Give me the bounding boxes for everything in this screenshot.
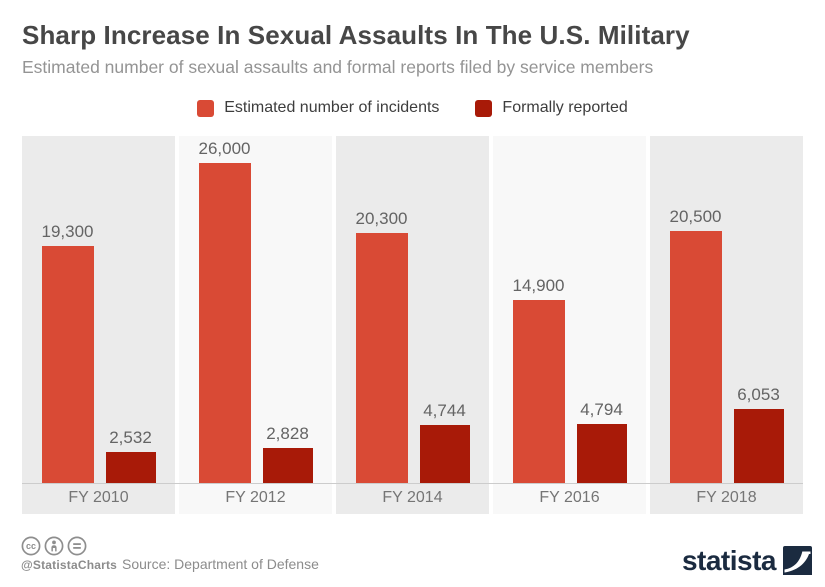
equals-icon [67, 536, 87, 556]
page-title: Sharp Increase In Sexual Assaults In The… [22, 20, 690, 50]
bar-value-label: 2,532 [109, 428, 152, 447]
bar-group: 26,000 2,828 [179, 136, 332, 483]
bar-estimated: 19,300 [41, 222, 94, 483]
bar-chart: 19,300 2,532 FY 2010 26,000 2,828 FY 2012 20,3… [22, 136, 803, 514]
category-label: FY 2016 [539, 489, 600, 506]
statista-logo-mark [783, 546, 812, 575]
legend-item-reported: Formally reported [475, 99, 628, 117]
bar-group: 14,900 4,794 [493, 136, 646, 483]
bar-value-label: 14,900 [512, 276, 565, 295]
bar-value-label: 2,828 [266, 424, 309, 443]
bar-group: 20,300 4,744 [336, 136, 489, 483]
category-label: FY 2018 [696, 489, 757, 506]
legend-swatch-reported [475, 99, 493, 117]
legend-item-estimated: Estimated number of incidents [197, 99, 439, 117]
bar-estimated: 26,000 [198, 139, 251, 483]
cc-license-icons: cc [21, 536, 87, 556]
page-subtitle: Estimated number of sexual assaults and … [22, 57, 654, 77]
bar-group: 19,300 2,532 [22, 136, 175, 483]
bar-group: 20,500 6,053 [650, 136, 803, 483]
statista-charts-handle: @StatistaCharts [21, 558, 118, 572]
bar-value-label: 20,500 [669, 207, 722, 226]
category-label: FY 2014 [382, 489, 443, 506]
bar-value-label: 4,794 [580, 400, 623, 419]
bar-value-label: 19,300 [41, 222, 94, 241]
bar-reported: 2,828 [262, 424, 313, 483]
statista-logo-text: statista [681, 545, 777, 576]
legend-swatch-estimated [197, 99, 215, 117]
x-axis-line [22, 483, 803, 484]
bar-value-label: 20,300 [355, 209, 408, 228]
statista-logo: statista [682, 546, 812, 575]
source-text: Source: Department of Defense [122, 556, 319, 572]
legend: Estimated number of incidents Formally r… [0, 99, 825, 117]
chart-column: 26,000 2,828 FY 2012 [179, 136, 332, 514]
bar-value-label: 26,000 [198, 139, 251, 158]
bar-value-label: 6,053 [737, 385, 780, 404]
category-label: FY 2010 [68, 489, 129, 506]
bar-estimated: 14,900 [512, 276, 565, 483]
chart-columns: 19,300 2,532 FY 2010 26,000 2,828 FY 2012 20,3… [22, 136, 803, 514]
bar-estimated: 20,500 [669, 207, 722, 483]
legend-label-reported: Formally reported [502, 99, 628, 116]
bar-reported: 2,532 [105, 428, 156, 483]
bar-reported: 4,794 [576, 400, 627, 483]
svg-text:cc: cc [26, 541, 36, 551]
attribution-person-icon [44, 536, 64, 556]
chart-column: 14,900 4,794 FY 2016 [493, 136, 646, 514]
bar-reported: 6,053 [733, 385, 784, 483]
chart-column: 19,300 2,532 FY 2010 [22, 136, 175, 514]
cc-icon: cc [21, 536, 41, 556]
legend-label-estimated: Estimated number of incidents [224, 99, 440, 116]
bar-reported: 4,744 [419, 401, 470, 483]
chart-column: 20,300 4,744 FY 2014 [336, 136, 489, 514]
bar-estimated: 20,300 [355, 209, 408, 483]
chart-column: 20,500 6,053 FY 2018 [650, 136, 803, 514]
category-label: FY 2012 [225, 489, 286, 506]
bar-value-label: 4,744 [423, 401, 466, 420]
